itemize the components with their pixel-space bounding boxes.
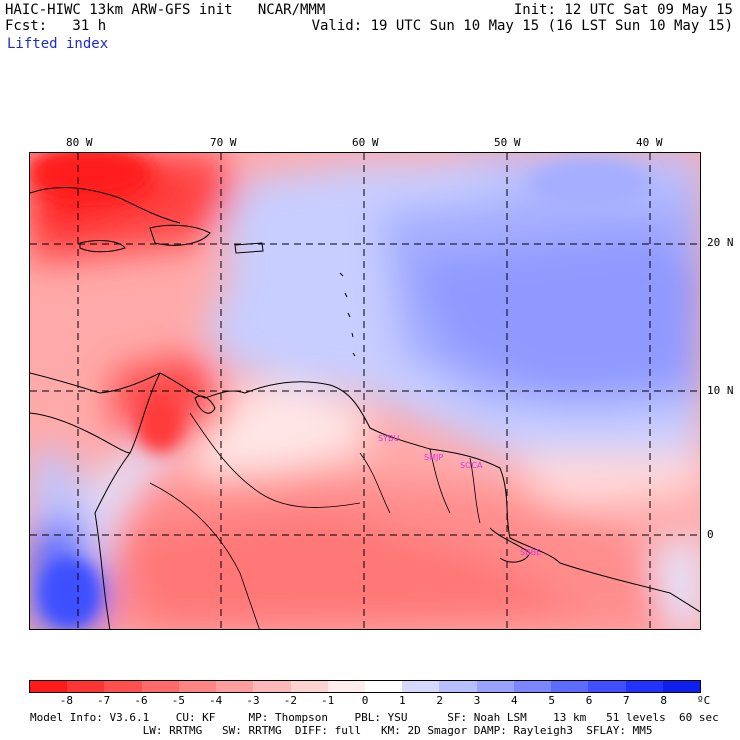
field-detail (30, 153, 650, 628)
init-time: Init: 12 UTC Sat 09 May 15 (513, 2, 733, 18)
colorbar-tick-label: -4 (209, 694, 223, 707)
coastlines (30, 187, 700, 629)
lon-label-40w: 40 W (636, 136, 663, 149)
colorbar-tick-label: 4 (511, 694, 518, 707)
colorbar-tick-label: -8 (59, 694, 73, 707)
lifted-index-map: SYBU SMJP SOCA SBBE (29, 152, 701, 630)
lon-label-70w: 70 W (210, 136, 237, 149)
lon-label-80w: 80 W (66, 136, 93, 149)
colorbar-tick-label: 5 (548, 694, 555, 707)
colorbar-tick-label: 2 (436, 694, 443, 707)
stations: SYBU SMJP SOCA SBBE (378, 434, 541, 557)
colorbar-swatch (141, 681, 179, 692)
colorbar-swatch (588, 681, 626, 692)
colorbar-swatch (551, 681, 589, 692)
field-name: Lifted index (7, 36, 109, 52)
colorbar-tick-label: 8 (660, 694, 667, 707)
colorbar-swatch (178, 681, 217, 692)
lon-label-50w: 50 W (494, 136, 521, 149)
colorbar-swatch (402, 681, 440, 692)
colorbar-swatch (30, 681, 68, 692)
lat-label-20n: 20 N (707, 236, 734, 249)
lon-label-60w: 60 W (352, 136, 379, 149)
station-sbbe: SBBE (520, 548, 541, 557)
valid-time: Valid: 19 UTC Sun 10 May 15 (16 LST Sun … (311, 18, 733, 34)
colorbar-swatch (439, 681, 477, 692)
colorbar-swatch (513, 681, 552, 692)
colorbar-tick-label: -7 (97, 694, 111, 707)
lat-label-equator: 0 (707, 528, 714, 541)
colorbar-tick-label: 1 (399, 694, 406, 707)
colorbar-swatch (625, 681, 663, 692)
model-info-line1: Model Info: V3.6.1 CU: KF MP: Thompson P… (30, 711, 719, 724)
colorbar-swatch (364, 681, 403, 692)
model-title: HAIC-HIWC 13km ARW-GFS init NCAR/MMM (5, 2, 326, 18)
colorbar-tick-label: -3 (246, 694, 260, 707)
colorbar (29, 680, 701, 693)
colorbar-swatch (67, 681, 105, 692)
colorbar-tick-label: 6 (585, 694, 593, 707)
colorbar-swatch (253, 681, 291, 692)
field-shading (30, 153, 700, 629)
forecast-hour: Fcst: 31 h (5, 18, 107, 34)
colorbar-tick-label: -6 (134, 694, 148, 707)
station-sybu: SYBU (378, 434, 399, 443)
lat-label-10n: 10 N (707, 384, 734, 397)
colorbar-tick-label: -1 (321, 694, 335, 707)
colorbar-swatch (476, 681, 514, 692)
colorbar-swatch (104, 681, 142, 692)
colorbar-tick-label: 0 (361, 694, 369, 707)
colorbar-tick-label: -5 (171, 694, 185, 707)
station-smjp: SMJP (424, 453, 443, 462)
map-canvas: SYBU SMJP SOCA SBBE (30, 153, 700, 629)
colorbar-swatch (662, 681, 700, 692)
colorbar-tick-label: 7 (623, 694, 630, 707)
colorbar-unit: ºC (697, 694, 711, 707)
graticule (30, 153, 700, 629)
colorbar-tick-label: 3 (473, 694, 481, 707)
station-soca: SOCA (460, 461, 483, 470)
colorbar-swatch (216, 681, 254, 692)
model-info-line2: LW: RRTMG SW: RRTMG DIFF: full KM: 2D Sm… (30, 724, 653, 737)
colorbar-swatch (327, 681, 365, 692)
colorbar-tick-label: -2 (283, 694, 297, 707)
colorbar-swatch (290, 681, 328, 692)
